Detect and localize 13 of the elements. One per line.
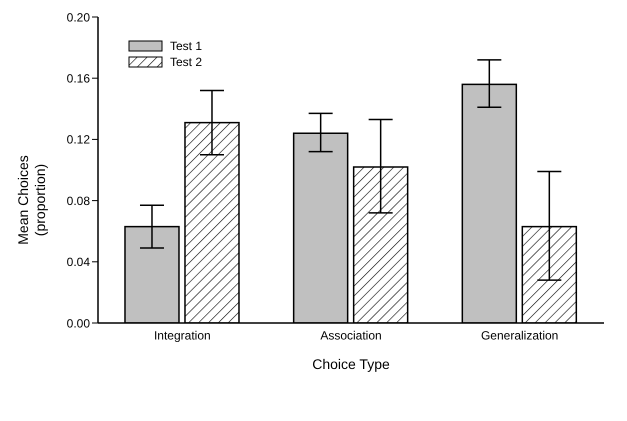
y-tick-label: 0.08 [66, 194, 90, 208]
y-tick-label: 0.20 [66, 10, 90, 24]
y-tick-label: 0.00 [66, 316, 90, 330]
x-tick-label: Integration [154, 328, 211, 343]
legend-label: Test 1 [170, 39, 202, 53]
y-axis-title: Mean Choices (proportion) [15, 155, 48, 245]
x-tick-label: Generalization [480, 328, 558, 343]
y-tick-label: 0.04 [66, 255, 90, 270]
x-tick-label: Association [320, 328, 382, 343]
y-tick-label: 0.16 [66, 71, 90, 86]
y-tick-label: 0.12 [66, 132, 90, 147]
legend-label: Test 2 [170, 55, 202, 69]
x-axis-title: Choice Type [312, 356, 390, 372]
